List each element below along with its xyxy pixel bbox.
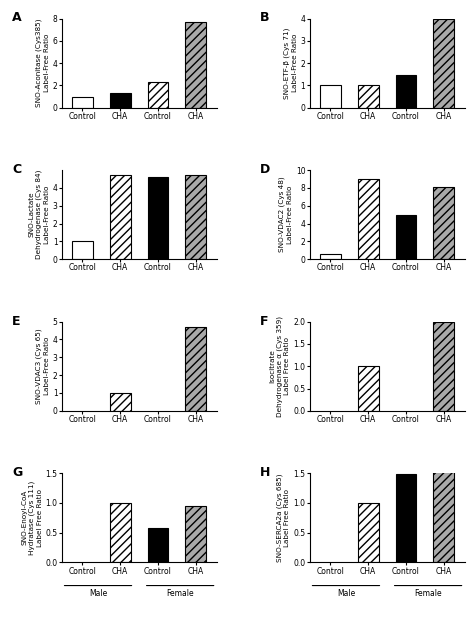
Y-axis label: SNO-SERCA2a (Cys 685)
Label Free Ratio: SNO-SERCA2a (Cys 685) Label Free Ratio: [276, 473, 291, 562]
Text: C: C: [12, 163, 21, 176]
Y-axis label: SNO-Aconitase (Cys385)
Label-Free Ratio: SNO-Aconitase (Cys385) Label-Free Ratio: [36, 19, 50, 108]
Bar: [185, 22, 206, 108]
Y-axis label: SNO-VDAC3 (Cys 65)
Label-Free Ratio: SNO-VDAC3 (Cys 65) Label-Free Ratio: [36, 328, 50, 404]
Text: G: G: [12, 466, 22, 479]
Bar: [110, 393, 131, 411]
Text: Male: Male: [89, 589, 107, 598]
Bar: [433, 187, 454, 260]
Bar: [320, 85, 341, 108]
Bar: [395, 75, 416, 108]
Text: Female: Female: [166, 589, 194, 598]
Bar: [72, 96, 93, 108]
Bar: [147, 177, 168, 260]
Text: Male: Male: [337, 589, 355, 598]
Bar: [147, 528, 168, 562]
Text: D: D: [260, 163, 270, 176]
Text: A: A: [12, 11, 22, 24]
Bar: [433, 321, 454, 411]
Bar: [433, 470, 454, 562]
Text: H: H: [260, 466, 270, 479]
Bar: [358, 179, 379, 260]
Bar: [358, 366, 379, 411]
Y-axis label: SNO-ETF-β (Cys 71)
Label-Free Ratio: SNO-ETF-β (Cys 71) Label-Free Ratio: [284, 27, 298, 99]
Bar: [110, 93, 131, 108]
Bar: [110, 503, 131, 562]
Bar: [358, 503, 379, 562]
Y-axis label: SNO-Lactate
Dehydrogenase (Cys 84)
Label-Free Ratio: SNO-Lactate Dehydrogenase (Cys 84) Label…: [28, 170, 50, 260]
Bar: [72, 242, 93, 260]
Y-axis label: Isocitrate
Dehydrogenase α (Cys 359)
Label Free Ratio: Isocitrate Dehydrogenase α (Cys 359) Lab…: [269, 316, 291, 417]
Text: B: B: [260, 11, 270, 24]
Text: Female: Female: [414, 589, 442, 598]
Bar: [395, 475, 416, 562]
Bar: [320, 254, 341, 260]
Text: F: F: [260, 315, 268, 328]
Y-axis label: SNO-VDAC2 (Cys 48)
Label-Free Ratio: SNO-VDAC2 (Cys 48) Label-Free Ratio: [279, 177, 293, 253]
Bar: [358, 85, 379, 108]
Bar: [147, 82, 168, 108]
Bar: [185, 327, 206, 411]
Bar: [433, 19, 454, 108]
Y-axis label: SNO-Enoyl-CoA
Hydratase (Cys 111)
Label Free Ratio: SNO-Enoyl-CoA Hydratase (Cys 111) Label …: [21, 481, 43, 555]
Text: E: E: [12, 315, 20, 328]
Bar: [395, 214, 416, 260]
Bar: [185, 174, 206, 260]
Bar: [185, 506, 206, 562]
Bar: [110, 176, 131, 260]
